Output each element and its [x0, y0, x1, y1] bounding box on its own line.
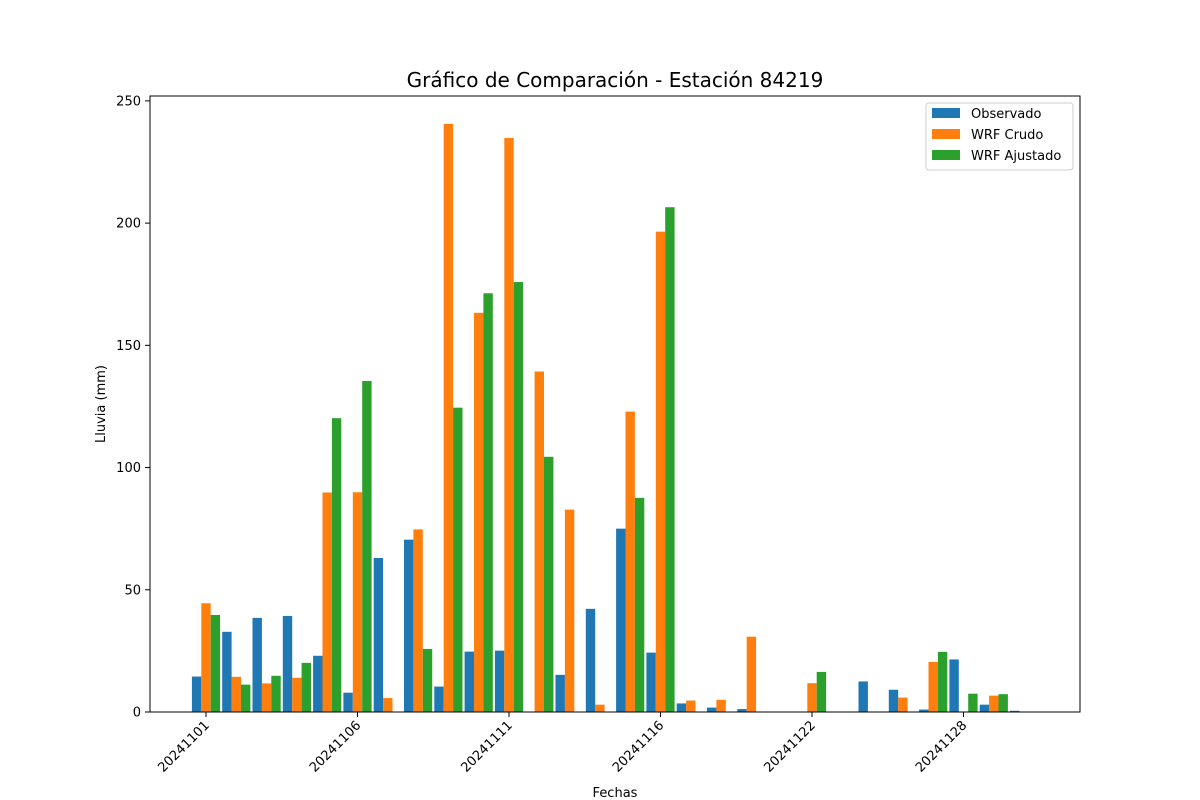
x-axis-label: Fechas [593, 786, 638, 800]
bar-wrf-crudo-5 [352, 492, 363, 712]
bar-wrf-crudo-10 [504, 138, 514, 713]
bar-wrf-ajustado-25 [968, 693, 978, 712]
x-tick-label: 20241122 [761, 718, 818, 775]
plot-frame [149, 95, 1081, 713]
bar-wrf-ajustado-5 [362, 381, 372, 712]
x-tick-label: 20241101 [155, 718, 212, 775]
x-tick-label: 20241116 [610, 718, 667, 775]
bar-wrf-ajustado-2 [271, 675, 281, 712]
bar-wrf-crudo-13 [595, 704, 605, 712]
bar-wrf-crudo-8 [443, 123, 454, 713]
bar-wrf-crudo-26 [989, 695, 999, 712]
legend-swatch [932, 129, 960, 139]
bar-wrf-crudo-7 [413, 529, 423, 712]
bar-wrf-crudo-23 [898, 697, 908, 712]
bar-wrf-ajustado-0 [210, 614, 221, 712]
bar-observado-8 [434, 686, 444, 712]
bar-observado-25 [949, 659, 959, 712]
bar-wrf-ajustado-26 [998, 694, 1008, 712]
x-tick-label: 20241106 [307, 718, 364, 775]
bar-wrf-crudo-2 [261, 683, 272, 712]
y-tick-label: 100 [116, 461, 141, 476]
bar-observado-18 [737, 709, 747, 712]
bar-wrf-ajustado-7 [422, 648, 433, 712]
bar-wrf-crudo-4 [322, 492, 332, 712]
bar-observado-1 [222, 631, 232, 712]
x-axis: 20241101 20241106 20241111 20241116 20241122… [155, 712, 970, 776]
chart-title: Gráfico de Comparación - Estación 84219 [407, 68, 824, 92]
bar-wrf-crudo-1 [231, 676, 241, 712]
bar-wrf-ajustado-11 [544, 456, 554, 712]
bar-observado-15 [646, 652, 656, 712]
bar-observado-17 [707, 707, 717, 712]
bar-observado-27 [1010, 710, 1020, 712]
bars-group [191, 123, 1020, 713]
bar-wrf-crudo-15 [655, 231, 666, 713]
bar-observado-13 [585, 608, 596, 712]
bar-wrf-crudo-14 [625, 411, 635, 712]
y-tick-label: 50 [124, 583, 141, 598]
bar-wrf-ajustado-1 [241, 684, 251, 712]
bar-wrf-ajustado-24 [937, 651, 948, 712]
legend-box [925, 102, 1074, 171]
y-tick-label: 150 [116, 339, 141, 354]
y-tick-label: 250 [116, 94, 141, 109]
bar-wrf-crudo-9 [474, 312, 484, 712]
bar-wrf-crudo-24 [928, 661, 938, 712]
y-tick-label: 0 [133, 706, 141, 721]
legend-swatch [932, 150, 960, 160]
legend-swatch [932, 108, 960, 118]
bar-wrf-crudo-0 [201, 603, 211, 712]
bar-observado-14 [616, 528, 626, 712]
bar-wrf-ajustado-14 [634, 497, 645, 712]
bar-wrf-crudo-17 [716, 699, 726, 712]
bar-wrf-crudo-11 [534, 371, 544, 712]
bar-observado-9 [464, 651, 474, 712]
bar-observado-7 [404, 539, 414, 712]
bar-wrf-crudo-20 [807, 683, 817, 712]
bar-wrf-ajustado-15 [665, 207, 675, 712]
bar-wrf-crudo-12 [564, 509, 575, 712]
bar-wrf-ajustado-20 [816, 671, 827, 712]
bar-observado-22 [858, 681, 868, 712]
bar-observado-3 [282, 615, 293, 712]
bar-wrf-ajustado-8 [453, 407, 463, 712]
bar-observado-23 [888, 689, 899, 712]
bar-wrf-ajustado-9 [483, 293, 493, 712]
y-axis: 0 50 100 150 200 250 [116, 94, 150, 721]
bar-wrf-ajustado-10 [513, 282, 524, 712]
legend-label: WRF Crudo [971, 128, 1043, 143]
legend: Observado WRF Crudo WRF Ajustado [925, 102, 1074, 171]
bar-wrf-crudo-16 [686, 700, 696, 712]
y-tick-label: 200 [116, 217, 141, 232]
legend-label: Observado [971, 107, 1042, 122]
bar-observado-0 [191, 676, 202, 712]
bar-observado-16 [676, 703, 687, 712]
x-tick-label: 20241111 [458, 718, 515, 775]
x-tick-label: 20241128 [913, 718, 970, 775]
bar-observado-12 [555, 674, 565, 712]
bar-observado-26 [979, 704, 990, 712]
bar-observado-4 [313, 655, 323, 712]
bar-observado-5 [343, 692, 353, 712]
bar-wrf-ajustado-4 [331, 418, 342, 712]
bar-observado-10 [494, 650, 505, 712]
y-axis-label: Lluvia (mm) [94, 365, 109, 443]
legend-label: WRF Ajustado [971, 149, 1061, 164]
bar-wrf-crudo-6 [383, 698, 393, 712]
bar-wrf-crudo-18 [746, 636, 757, 712]
bar-observado-6 [373, 558, 384, 712]
bar-observado-2 [252, 617, 262, 712]
bar-wrf-crudo-3 [292, 677, 302, 712]
bar-wrf-ajustado-3 [301, 662, 311, 712]
bar-observado-24 [919, 709, 929, 712]
